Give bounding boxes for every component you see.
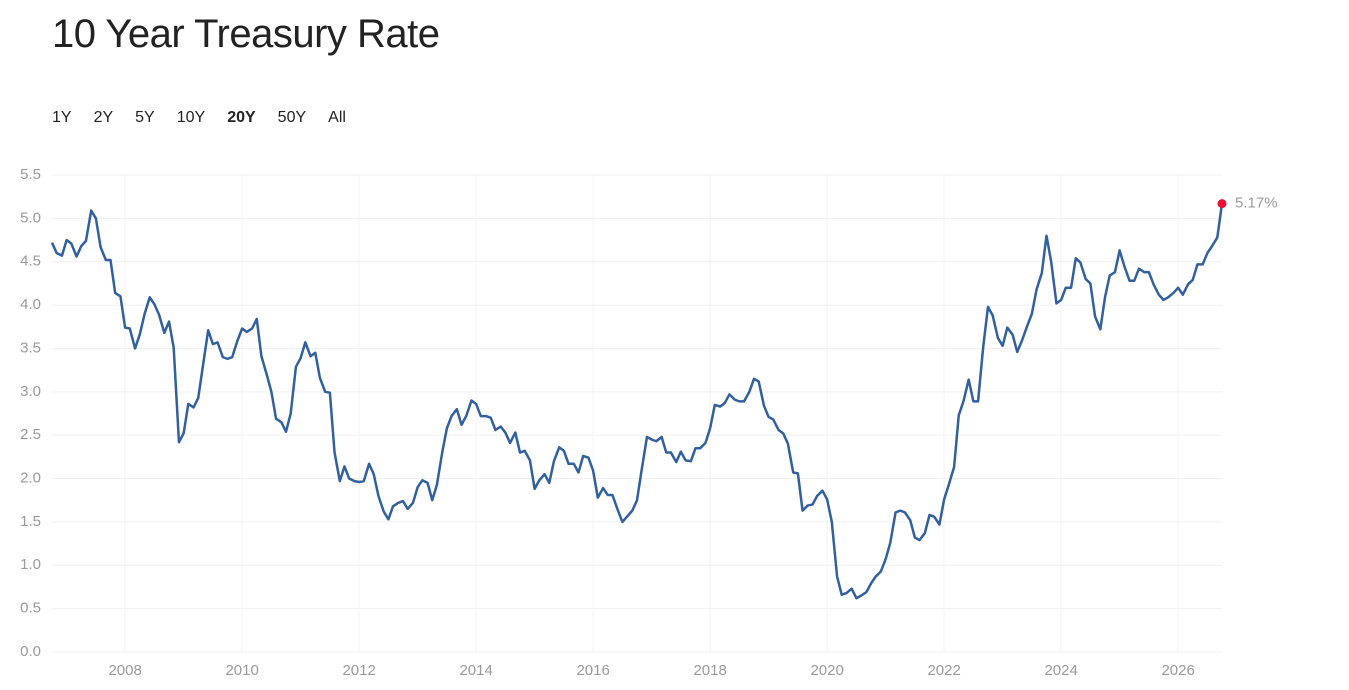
x-tick-label: 2016 [576,662,609,679]
range-tab[interactable]: 2Y [93,109,114,126]
rate-line [50,203,1224,600]
x-tick-label: 2008 [108,662,141,679]
x-tick-label: 2014 [459,662,492,679]
y-tick-label: 5.5 [20,166,41,183]
end-label: 5.17% [1235,195,1278,212]
page-title: 10 Year Treasury Rate [52,12,440,56]
x-tick-label: 2012 [342,662,375,679]
x-tick-label: 2024 [1044,662,1077,679]
range-tab[interactable]: All [328,109,346,126]
x-tick-label: 2020 [810,662,843,679]
x-tick-label: 2010 [225,662,258,679]
range-tabs: 1Y 2Y 5Y 10Y 20Y 50Y All [52,109,368,127]
x-tick-label: 2018 [693,662,726,679]
end-marker [1217,199,1227,209]
y-tick-label: 4.5 [20,253,41,270]
x-tick-label: 2026 [1161,662,1194,679]
range-tab[interactable]: 5Y [135,109,155,126]
y-tick-label: 4.0 [20,296,41,313]
y-tick-label: 0.5 [20,600,41,617]
y-tick-label: 2.5 [20,426,41,443]
y-tick-label: 5.0 [20,209,41,226]
range-tab[interactable]: 50Y [277,109,307,126]
y-tick-label: 1.5 [20,513,41,530]
y-tick-label: 1.0 [20,556,41,573]
range-tab[interactable]: 1Y [52,109,72,126]
y-tick-label: 3.5 [20,339,41,356]
y-tick-label: 2.0 [20,470,41,487]
range-tab[interactable]: 10Y [176,109,206,126]
y-tick-label: 3.0 [20,383,41,400]
x-tick-label: 2022 [927,662,960,679]
range-tab[interactable]: 20Y [227,109,256,126]
y-tick-label: 0.0 [20,643,41,660]
